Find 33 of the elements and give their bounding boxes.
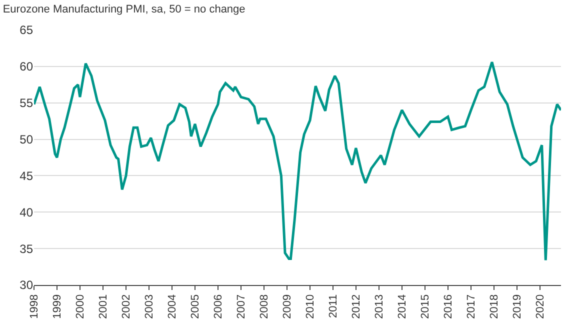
x-tick-label: 2013 bbox=[374, 294, 386, 319]
x-tick-label: 2014 bbox=[396, 294, 409, 319]
x-tick-label: 2007 bbox=[236, 294, 248, 319]
y-tick-label: 45 bbox=[20, 168, 34, 183]
y-tick-label: 65 bbox=[20, 23, 34, 38]
x-tick-label: 2002 bbox=[120, 294, 133, 319]
y-tick-label: 60 bbox=[20, 60, 34, 74]
x-tick-label: 2018 bbox=[488, 294, 501, 319]
x-tick-label: 2008 bbox=[258, 294, 271, 319]
x-tick-label: 2009 bbox=[282, 294, 294, 319]
x-tick-label: 2020 bbox=[534, 294, 546, 319]
x-tick-label: 2011 bbox=[328, 294, 340, 318]
x-tick-label: 2017 bbox=[466, 294, 478, 319]
x-tick-label: 2016 bbox=[442, 294, 454, 319]
x-tick-label: 2010 bbox=[304, 294, 317, 319]
x-tick-label: 2006 bbox=[212, 294, 225, 319]
x-tick-label: 1999 bbox=[52, 294, 64, 319]
y-tick-label: 35 bbox=[20, 242, 34, 256]
x-tick-label: 2019 bbox=[512, 294, 524, 319]
x-tick-label: 2012 bbox=[350, 294, 363, 319]
x-tick-label: 2003 bbox=[144, 294, 156, 319]
line-series bbox=[34, 60, 561, 262]
x-tick-label: 2001 bbox=[98, 294, 110, 319]
y-tick-label: 30 bbox=[20, 278, 34, 292]
y-tick-label: 55 bbox=[20, 96, 34, 110]
x-tick-label: 2015 bbox=[420, 294, 432, 319]
y-tick-label: 50 bbox=[20, 132, 34, 146]
x-tick-label: 2004 bbox=[166, 294, 179, 319]
chart-title: Eurozone Manufacturing PMI, sa, 50 = no change bbox=[2, 4, 246, 16]
y-tick-label: 40 bbox=[20, 205, 34, 220]
x-tick-label: 1998 bbox=[28, 294, 41, 319]
x-tick-label: 2000 bbox=[74, 294, 87, 319]
x-tick-label: 2005 bbox=[190, 294, 202, 319]
